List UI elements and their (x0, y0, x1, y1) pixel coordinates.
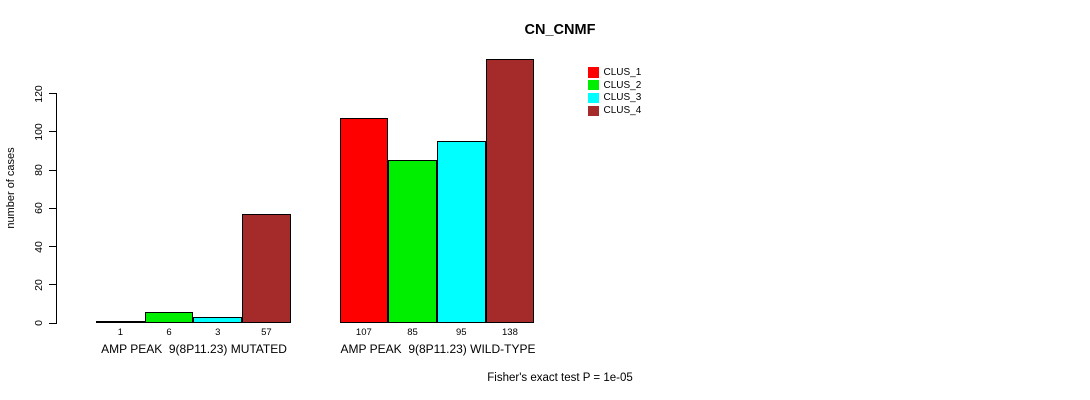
bar-clus_3 (193, 317, 243, 323)
y-axis-tick (49, 207, 56, 209)
legend-label: CLUS_1 (603, 66, 642, 78)
legend: CLUS_1 CLUS_2 CLUS_3 CLUS_4 (588, 66, 641, 117)
legend-swatch-icon (588, 67, 599, 78)
y-tick-label: 20 (33, 278, 45, 291)
bar-value-label: 3 (215, 327, 221, 338)
y-axis-tick (49, 246, 56, 248)
y-axis-tick (49, 322, 56, 324)
chart-title: CN_CNMF (524, 22, 596, 38)
y-axis-tick (49, 93, 56, 95)
y-tick-label: 40 (33, 240, 45, 253)
bar-clus_1 (339, 118, 389, 323)
y-axis-tick (49, 131, 56, 133)
bar-value-label: 138 (502, 327, 518, 338)
legend-label: CLUS_3 (603, 92, 642, 104)
legend-swatch-icon (588, 105, 599, 117)
x-group-label-wild-type: AMP PEAK 9(8P11.23) WILD-TYPE (340, 342, 536, 356)
stat-test-note: Fisher's exact test P = 1e-05 (487, 372, 633, 384)
bar-value-label: 6 (166, 327, 172, 338)
legend-label: CLUS_2 (603, 79, 642, 91)
bar-value-label: 95 (455, 327, 467, 338)
bar-clus_4 (485, 59, 535, 323)
y-tick-label: 60 (33, 202, 45, 215)
y-axis-tick (49, 284, 56, 286)
bar-clus_2 (388, 160, 437, 323)
bar-clus_2 (144, 311, 194, 323)
bar-clus_1 (96, 321, 145, 323)
legend-label: CLUS_4 (603, 105, 642, 117)
bar-value-label: 57 (261, 327, 272, 338)
y-axis-tick (49, 169, 56, 171)
legend-item-clus_1: CLUS_1 (588, 66, 641, 79)
bar-value-label: 85 (407, 327, 418, 338)
legend-swatch-icon (588, 92, 599, 104)
y-axis-line (56, 93, 57, 324)
y-tick-label: 100 (33, 123, 45, 141)
bar-value-label: 1 (117, 327, 123, 338)
y-tick-label: 120 (33, 84, 45, 103)
bar-clus_3 (436, 141, 486, 323)
legend-item-clus_4: CLUS_4 (588, 104, 641, 117)
legend-swatch-icon (588, 79, 599, 91)
legend-item-clus_2: CLUS_2 (588, 79, 641, 92)
y-tick-label: 0 (33, 320, 45, 326)
bar-value-label: 107 (355, 327, 372, 338)
x-group-label-mutated: AMP PEAK 9(8P11.23) MUTATED (101, 342, 287, 356)
bar-clus_4 (242, 214, 291, 323)
y-tick-label: 80 (33, 164, 45, 176)
legend-item-clus_3: CLUS_3 (588, 92, 641, 105)
y-axis-title: number of cases (5, 147, 17, 229)
